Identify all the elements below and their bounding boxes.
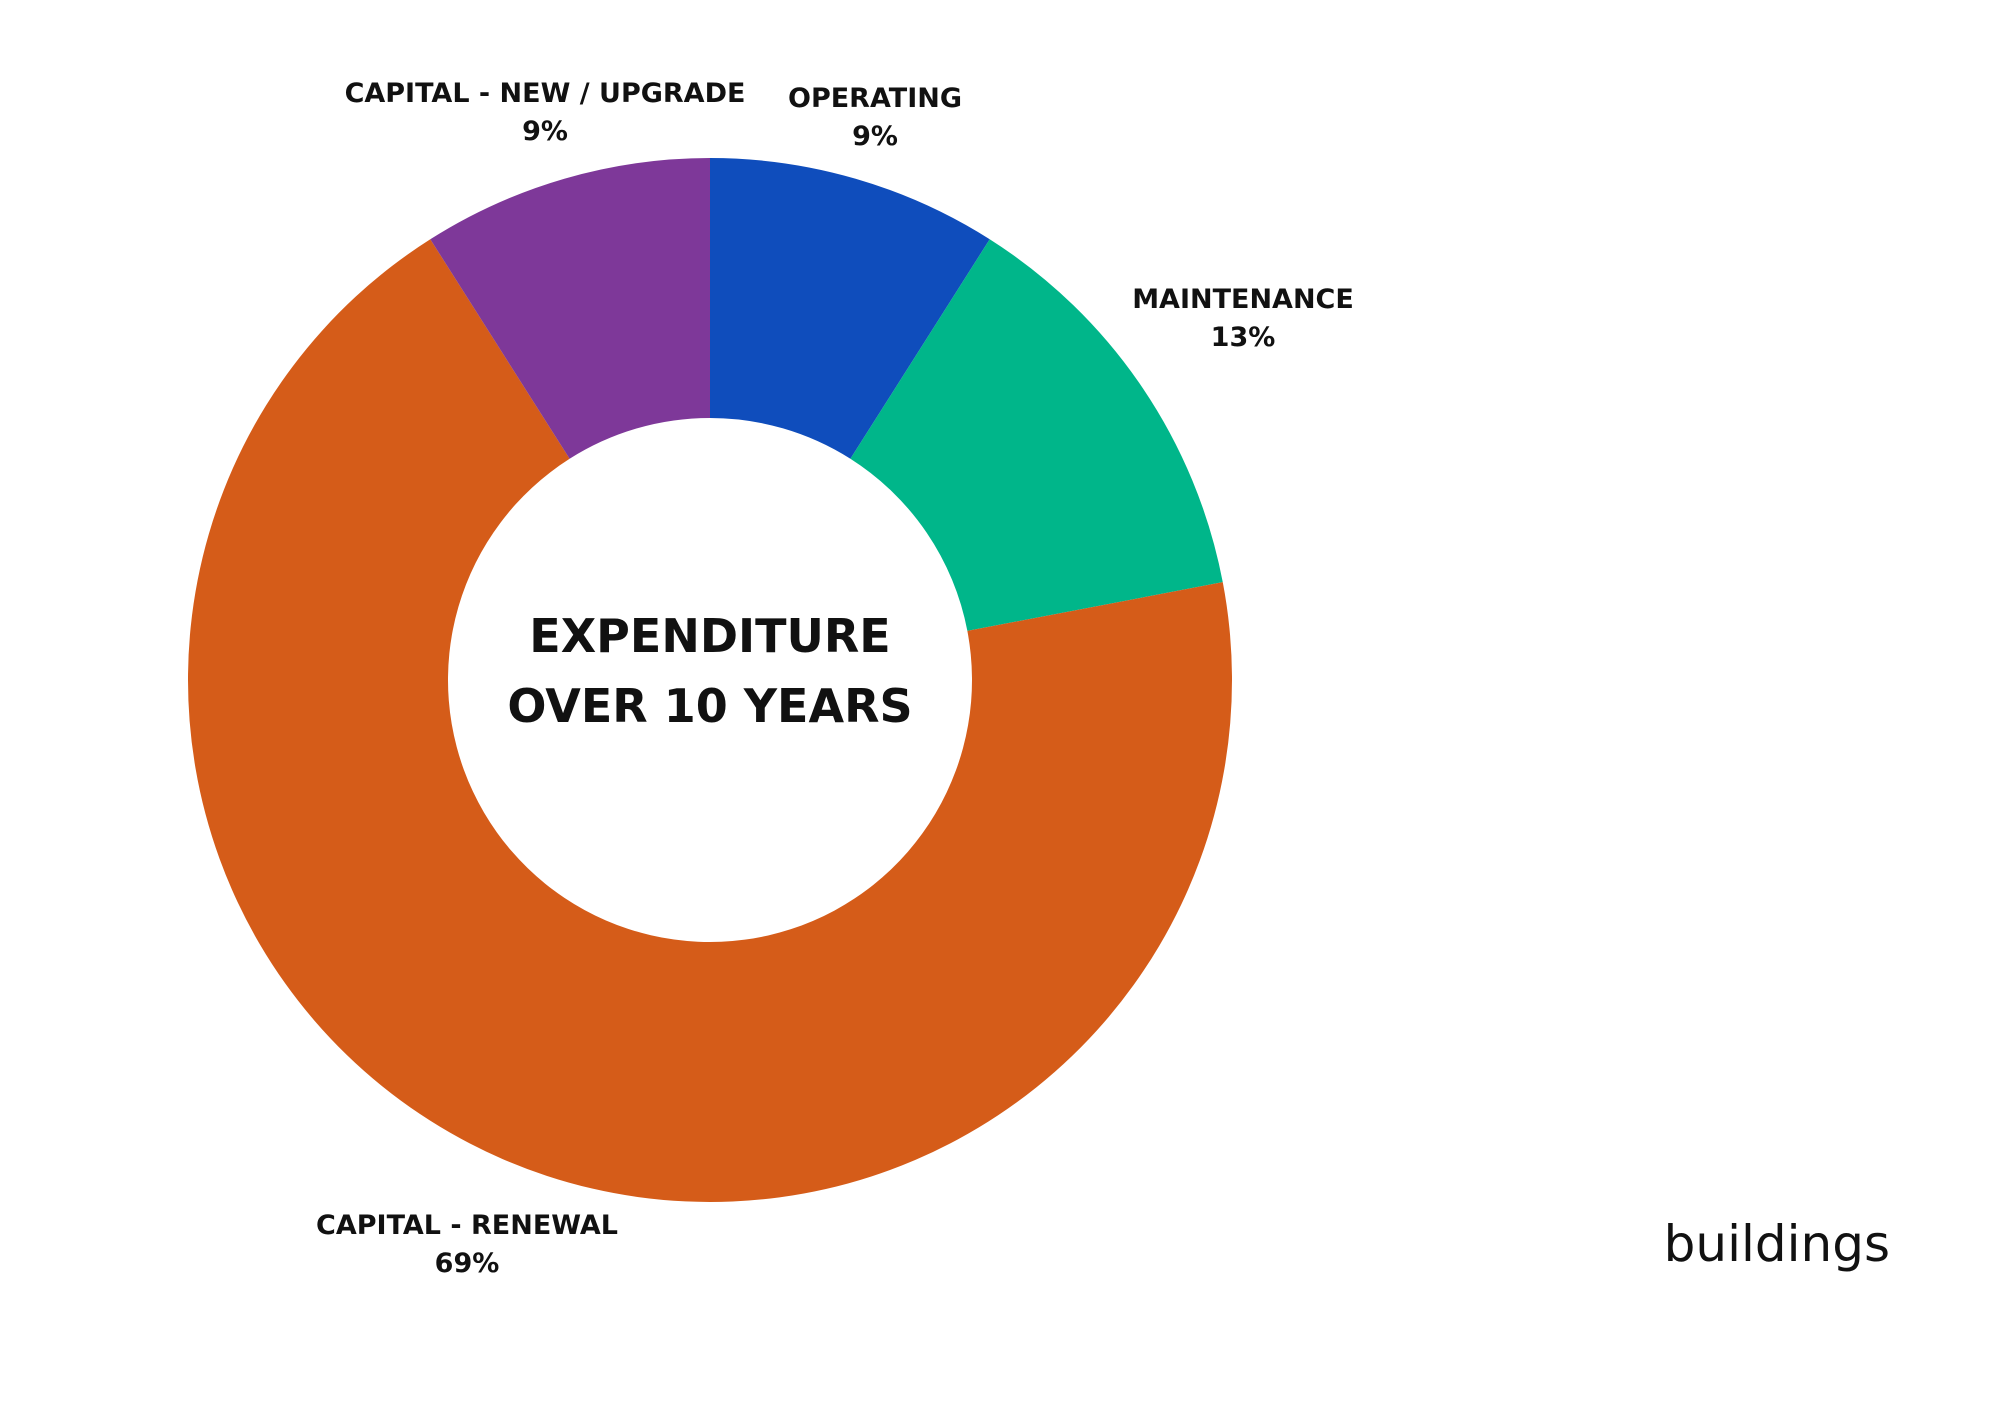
slice-capital-renewal [187,239,1233,1202]
slice-labels: OPERATING 9% MAINTENANCE 13% CAPITAL - RENEW… [316,78,1354,1279]
slice-label-value: 9% [522,116,568,147]
caption: buildings [1663,1215,1890,1273]
slice-label-name: CAPITAL - NEW / UPGRADE [345,78,746,109]
slice-label-name: MAINTENANCE [1132,284,1354,315]
slice-label-value: 69% [435,1248,500,1279]
slice-label-name: OPERATING [788,83,962,114]
slice-label-value: 9% [852,121,898,152]
slice-operating [710,158,990,459]
donut-slices [187,158,1233,1202]
center-title-line-1: EXPENDITURE [529,609,890,663]
slice-label-name: CAPITAL - RENEWAL [316,1210,618,1241]
slice-label-value: 13% [1211,322,1276,353]
center-title-line-2: OVER 10 YEARS [507,679,912,733]
slice-capital-new-upgrade [430,158,710,459]
slice-maintenance [850,239,1223,631]
